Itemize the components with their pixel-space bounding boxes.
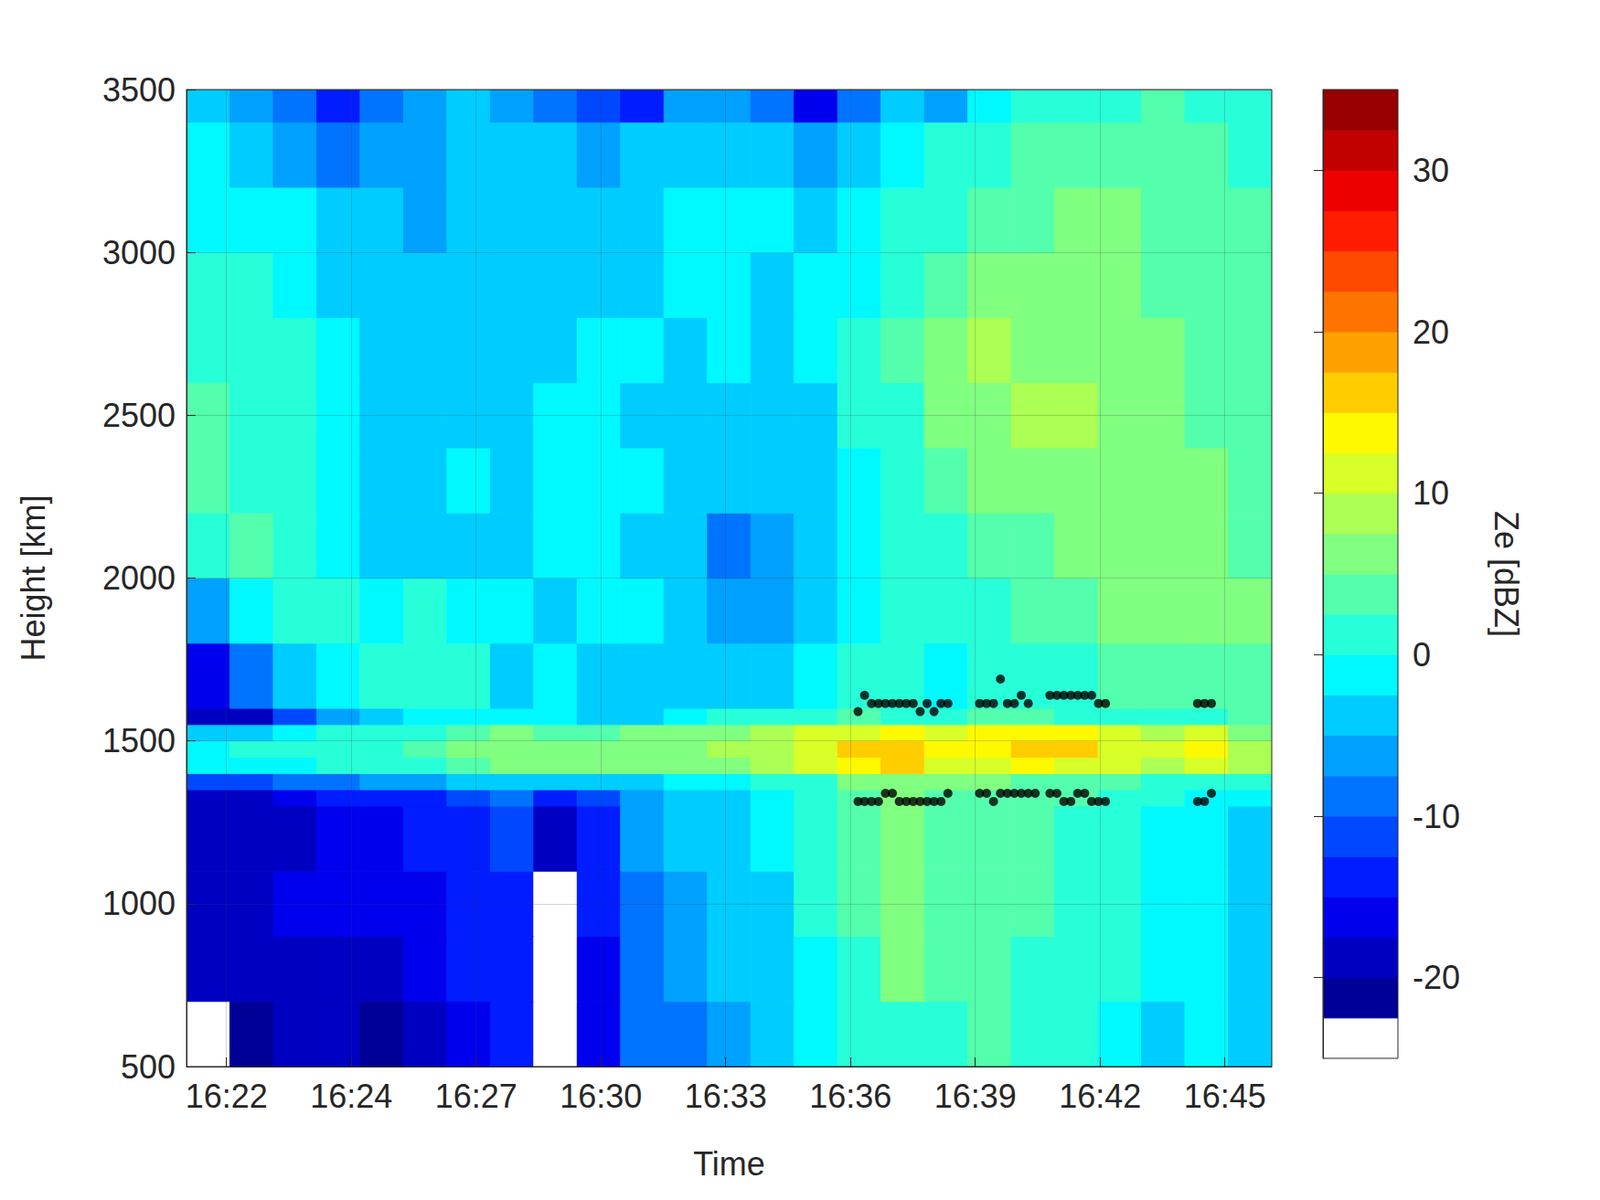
svg-text:3500: 3500 bbox=[102, 71, 176, 109]
svg-text:0: 0 bbox=[1412, 636, 1431, 674]
svg-text:16:39: 16:39 bbox=[934, 1077, 1017, 1116]
svg-text:16:22: 16:22 bbox=[185, 1077, 268, 1116]
svg-text:Height [km]: Height [km] bbox=[14, 494, 53, 662]
svg-text:16:36: 16:36 bbox=[809, 1077, 892, 1116]
svg-text:10: 10 bbox=[1412, 474, 1450, 512]
svg-text:16:33: 16:33 bbox=[684, 1077, 768, 1116]
svg-text:30: 30 bbox=[1412, 151, 1450, 190]
svg-text:-10: -10 bbox=[1412, 798, 1461, 836]
svg-text:16:24: 16:24 bbox=[309, 1077, 393, 1116]
svg-text:3000: 3000 bbox=[102, 234, 176, 272]
svg-text:16:42: 16:42 bbox=[1058, 1077, 1142, 1116]
svg-text:Ze [dBZ]: Ze [dBZ] bbox=[1487, 511, 1526, 638]
svg-text:500: 500 bbox=[120, 1048, 176, 1087]
svg-text:16:27: 16:27 bbox=[435, 1077, 518, 1116]
svg-text:2000: 2000 bbox=[102, 559, 176, 598]
svg-text:20: 20 bbox=[1412, 313, 1450, 352]
svg-text:16:30: 16:30 bbox=[559, 1077, 642, 1116]
svg-text:2500: 2500 bbox=[102, 396, 176, 435]
svg-text:1000: 1000 bbox=[102, 885, 176, 923]
svg-text:16:45: 16:45 bbox=[1184, 1077, 1267, 1116]
svg-text:1500: 1500 bbox=[102, 722, 176, 760]
svg-text:-20: -20 bbox=[1412, 959, 1461, 997]
svg-text:Time: Time bbox=[693, 1145, 766, 1184]
